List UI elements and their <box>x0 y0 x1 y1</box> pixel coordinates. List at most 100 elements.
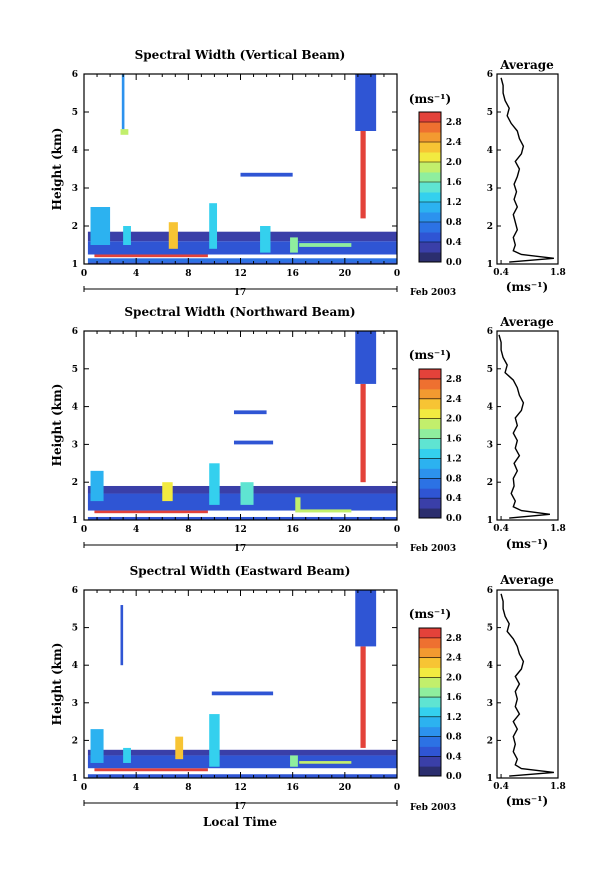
x-tick-label: 20 <box>339 269 352 279</box>
y-tick-label: 1 <box>72 774 78 784</box>
colorbar-tick-label: 0.0 <box>446 772 462 782</box>
y-tick-label: 6 <box>72 586 78 596</box>
data-cell <box>290 755 298 767</box>
colorbar-swatch <box>419 458 441 469</box>
average-title: Average <box>499 58 554 72</box>
x-tick-label: 8 <box>185 269 191 279</box>
average-x-tick-label: 1.8 <box>550 524 566 534</box>
colorbar-tick-label: 0.4 <box>446 752 462 762</box>
colorbar-swatch <box>419 122 441 133</box>
average-x-tick-label: 0.4 <box>493 782 509 792</box>
x-tick-label: 4 <box>133 525 139 535</box>
data-cell <box>355 74 377 131</box>
average-y-tick-label: 4 <box>487 403 493 413</box>
average-profile: 1 2 3 4 5 6 0.4 1.8 <box>487 327 566 534</box>
data-cell <box>355 590 377 647</box>
data-cell <box>260 226 271 253</box>
data-cell <box>295 497 301 513</box>
colorbar-tick-label: 1.2 <box>446 454 462 464</box>
y-tick-label: 4 <box>72 146 78 156</box>
colorbar-swatch <box>419 498 441 509</box>
date-label: Feb 2003 <box>410 544 456 554</box>
x-tick-label: 16 <box>286 783 299 793</box>
colorbar-swatch <box>419 132 441 143</box>
average-xlabel: (ms⁻¹) <box>506 537 548 551</box>
colorbar-swatch <box>419 657 441 668</box>
panel-title: Spectral Width (Eastward Beam) <box>130 564 351 578</box>
x-tick-label: 12 <box>234 269 247 279</box>
colorbar-swatch <box>419 726 441 738</box>
data-cell <box>90 470 104 502</box>
average-y-tick-label: 6 <box>487 586 493 596</box>
x-tick-label: 20 <box>339 525 352 535</box>
average-x-tick-label: 1.8 <box>550 782 566 792</box>
data-cell <box>87 516 397 520</box>
data-cell <box>175 736 184 760</box>
colorbar-tick-label: 0.4 <box>446 494 462 504</box>
colorbar-tick-label: 2.8 <box>446 375 462 385</box>
average-xlabel: (ms⁻¹) <box>506 280 548 294</box>
data-cell <box>87 774 397 778</box>
data-cell <box>162 482 173 502</box>
data-cell <box>123 226 131 245</box>
colorbar-tick-label: 2.4 <box>446 138 462 148</box>
y-tick-label: 5 <box>72 108 78 118</box>
colorbar-swatch <box>419 677 441 688</box>
colorbar-swatch <box>419 687 441 698</box>
colorbar-tick-label: 1.2 <box>446 713 462 723</box>
data-cell <box>94 254 208 258</box>
colorbar-swatch <box>419 637 441 649</box>
colorbar-tick-label: 0.4 <box>446 238 462 248</box>
average-y-tick-label: 5 <box>487 624 493 634</box>
y-tick-label: 2 <box>72 222 78 232</box>
average-y-tick-label: 3 <box>487 440 493 450</box>
date-label: Feb 2003 <box>410 288 456 298</box>
colorbar-label: (ms⁻¹) <box>409 607 451 621</box>
data-cell <box>87 755 397 769</box>
data-cell <box>94 510 208 514</box>
panel-title: Spectral Width (Northward Beam) <box>124 305 355 319</box>
y-tick-label: 3 <box>72 184 78 194</box>
y-axis-label: Height (km) <box>50 643 64 726</box>
colorbar-tick-label: 1.6 <box>446 178 462 188</box>
y-tick-label: 3 <box>72 440 78 450</box>
data-cell <box>355 331 377 384</box>
colorbar-swatch <box>419 408 441 420</box>
data-cell <box>120 129 129 135</box>
x-tick-label: 0 <box>394 783 400 793</box>
data-cell <box>90 729 104 763</box>
x-tick-label: 8 <box>185 783 191 793</box>
colorbar-tick-label: 0.8 <box>446 218 462 228</box>
colorbar-tick-label: 1.2 <box>446 198 462 208</box>
colorbar-tick-label: 2.4 <box>446 395 462 405</box>
data-cell <box>233 440 274 445</box>
average-profile: 1 2 3 4 5 6 0.4 1.8 <box>487 586 566 792</box>
colorbar-tick-label: 1.6 <box>446 435 462 445</box>
colorbar-swatch <box>419 448 441 459</box>
average-line <box>500 593 554 777</box>
colorbar-swatch <box>419 438 441 449</box>
colorbar-swatch <box>419 242 441 253</box>
y-tick-label: 6 <box>72 70 78 80</box>
colorbar-tick-label: 0.8 <box>446 733 462 743</box>
data-cell <box>168 222 178 249</box>
data-cell <box>87 231 397 242</box>
colorbar-swatch <box>419 756 441 767</box>
average-y-tick-label: 1 <box>487 774 493 784</box>
average-frame <box>496 330 559 521</box>
x-tick-label: 16 <box>286 525 299 535</box>
data-cell <box>209 203 218 249</box>
data-cell <box>94 768 208 772</box>
date-label: Feb 2003 <box>410 803 456 813</box>
colorbar-tick-label: 2.8 <box>446 634 462 644</box>
colorbar-tick-label: 2.0 <box>446 673 462 683</box>
data-cell <box>209 714 220 767</box>
colorbar-swatch <box>419 716 441 728</box>
data-cell <box>90 207 111 245</box>
colorbar-tick-label: 0.0 <box>446 258 462 268</box>
x-tick-label: 12 <box>234 783 247 793</box>
